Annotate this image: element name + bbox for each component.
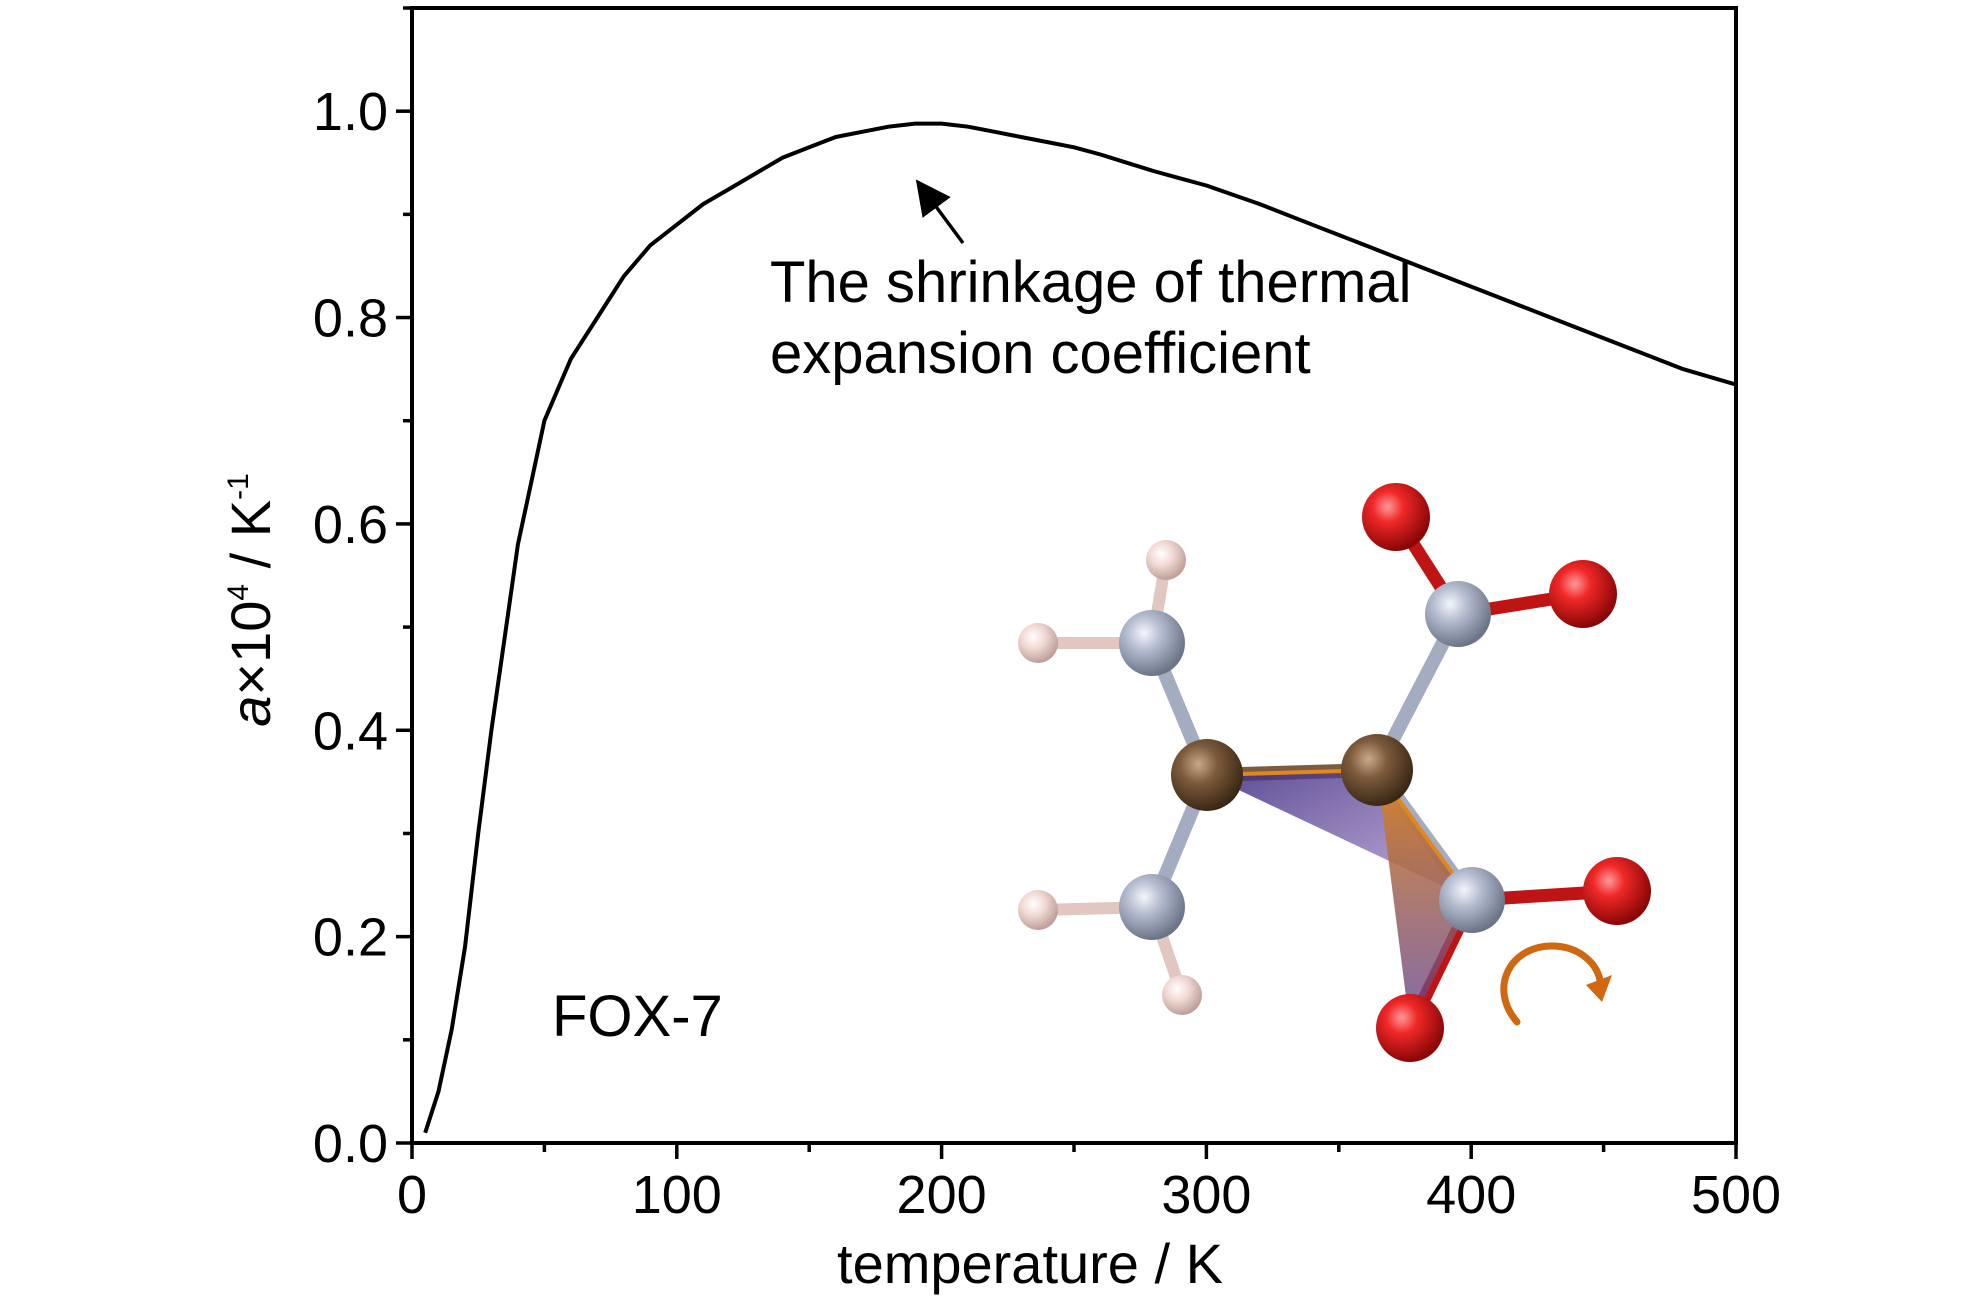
- x-tick-label: 200: [897, 1165, 987, 1225]
- hydrogen-atom: [1146, 540, 1186, 580]
- oxygen-atom: [1376, 994, 1444, 1062]
- y-tick-label: 0.6: [313, 495, 388, 555]
- plot-frame: [410, 6, 1738, 1145]
- annotation-arrow: [915, 179, 965, 245]
- annotation-shrinkage: The shrinkage of thermal expansion coeff…: [770, 179, 1412, 386]
- annotation-line-1: The shrinkage of thermal: [770, 250, 1412, 315]
- molecule-atoms: [1018, 483, 1651, 1062]
- fox7-molecule-illustration: [1018, 483, 1651, 1062]
- oxygen-atom: [1549, 560, 1617, 628]
- nitrogen-atom: [1119, 874, 1185, 940]
- carbon-atom: [1171, 739, 1243, 811]
- rotation-arrow-icon: [1500, 942, 1612, 1026]
- x-tick-label: 500: [1691, 1165, 1781, 1225]
- nitrogen-atom: [1119, 610, 1185, 676]
- y-tick-label: 0.0: [313, 1114, 388, 1174]
- oxygen-atom: [1583, 857, 1651, 925]
- x-tick-label: 100: [632, 1165, 722, 1225]
- x-tick-label: 0: [397, 1165, 427, 1225]
- x-tick-label: 300: [1161, 1165, 1251, 1225]
- y-axis-ticks: 0.0 0.2 0.4 0.6 0.8 1.0: [313, 6, 412, 1174]
- oxygen-atom: [1362, 483, 1430, 551]
- y-axis-title: a×104 / K-1: [219, 473, 282, 727]
- nitrogen-atom: [1439, 867, 1505, 933]
- x-axis-ticks: 0 100 200 300 400 500: [397, 1143, 1781, 1225]
- x-tick-label: 400: [1426, 1165, 1516, 1225]
- hydrogen-atom: [1162, 975, 1202, 1015]
- nitrogen-atom: [1425, 581, 1491, 647]
- annotation-line-2: expansion coefficient: [770, 321, 1311, 386]
- hydrogen-atom: [1018, 623, 1058, 663]
- carbon-atom: [1341, 734, 1413, 806]
- compound-label: FOX-7: [552, 984, 723, 1049]
- y-tick-label: 0.2: [313, 908, 388, 968]
- y-tick-label: 0.8: [313, 289, 388, 349]
- torsion-plane-orange: [1377, 770, 1472, 1028]
- hydrogen-atom: [1018, 890, 1058, 930]
- y-tick-label: 0.4: [313, 701, 388, 761]
- x-axis-title: temperature / K: [837, 1232, 1223, 1295]
- y-tick-label: 1.0: [313, 82, 388, 142]
- series-line-thermal-expansion: [423, 121, 1737, 1134]
